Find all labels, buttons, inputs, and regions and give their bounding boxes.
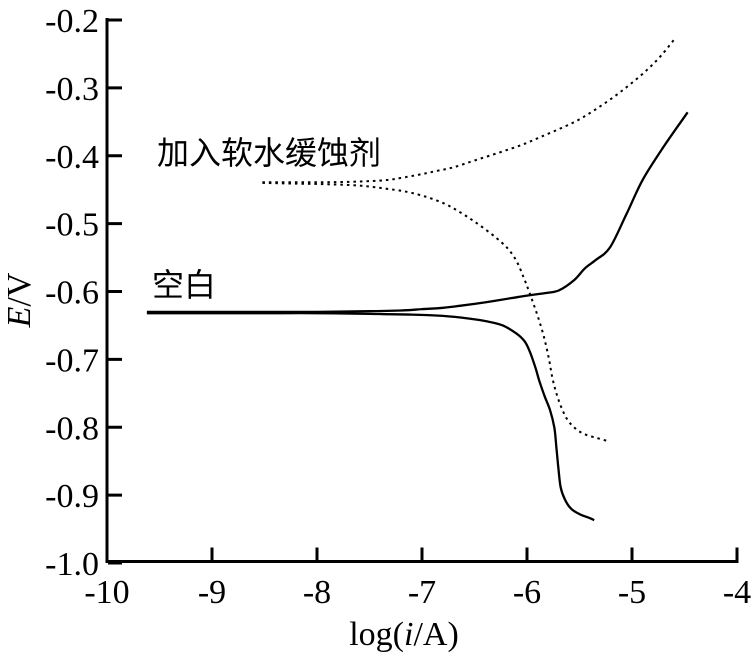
y-tick-label: -0.3 (45, 71, 99, 108)
x-tick-label: -8 (303, 574, 331, 611)
series-1-cathodic-curve (262, 181, 608, 442)
y-tick-label: -0.2 (45, 3, 99, 40)
y-tick-label: -1.0 (45, 546, 99, 583)
curve-annotation-label: 空白 (152, 267, 216, 303)
x-axis-title: log(i/A) (349, 616, 459, 653)
x-tick-label: -5 (618, 574, 646, 611)
series-0-cathodic-curve (146, 312, 595, 522)
x-tick-label: -10 (84, 574, 129, 611)
y-tick-label: -0.8 (45, 410, 99, 447)
y-tick-label: -0.4 (45, 139, 99, 176)
y-axis-title: E/V (1, 272, 38, 328)
y-tick-label: -0.6 (45, 275, 99, 312)
y-tick-label: -0.9 (45, 478, 99, 515)
curve-annotation-label: 加入软水缓蚀剂 (157, 135, 381, 171)
x-tick-label: -4 (723, 574, 751, 611)
series-0-anodic-curve (146, 111, 689, 314)
x-tick-label: -6 (513, 574, 541, 611)
x-tick-label: -7 (408, 574, 436, 611)
x-tick-label: -9 (198, 574, 226, 611)
y-tick-label: -0.7 (45, 342, 99, 379)
series-1-anodic-curve (262, 37, 676, 184)
y-tick-label: -0.5 (45, 207, 99, 244)
